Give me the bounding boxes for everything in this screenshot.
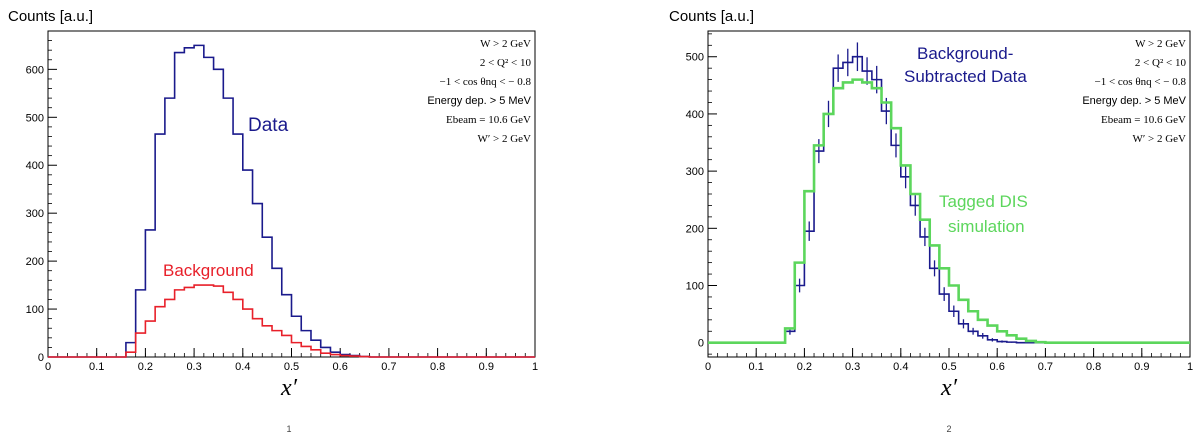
- panel1-y-tick-label: 0: [38, 352, 44, 364]
- panel1-x-tick-label: 0.6: [333, 361, 348, 373]
- panel2-cuts-box: W > 2 GeV 2 < Q² < 10 −1 < cos θnq < − 0…: [1082, 38, 1186, 145]
- panel2-data-label-line2: Subtracted Data: [904, 67, 1027, 86]
- panel2-x-tick-label: 0.8: [1086, 361, 1101, 373]
- panel2-cut-wprime: W′ > 2 GeV: [1132, 133, 1186, 145]
- panel2-series-tagged-dis-simulation-line: [708, 78, 1190, 345]
- panel1-y-axis-label: Counts [a.u.]: [8, 8, 93, 25]
- panel2-page-number: 2: [946, 424, 951, 434]
- panel2-y-tick-label: 0: [698, 338, 704, 350]
- panel2-x-tick-label: 0.6: [990, 361, 1005, 373]
- panel2-x-tick-label: 0.7: [1038, 361, 1053, 373]
- panel1-y-tick-label: 300: [26, 208, 44, 220]
- panel2-y-tick-label: 500: [686, 52, 704, 64]
- panel1-x-tick-label: 0: [45, 361, 51, 373]
- panel2-x-tick-label: 0.2: [797, 361, 812, 373]
- panel1-cuts-box: W > 2 GeV 2 < Q² < 10 −1 < cos θnq < − 0…: [427, 38, 531, 145]
- panel2-cut-costheta: −1 < cos θnq < − 0.8: [1095, 76, 1187, 88]
- panel1-cut-w: W > 2 GeV: [480, 38, 531, 50]
- panel1-x-axis-label: x′: [280, 375, 298, 401]
- panel2-x-tick-label: 1: [1187, 361, 1193, 373]
- panel1-cut-energy: Energy dep. > 5 MeV: [427, 95, 531, 107]
- panel1-x-tick-label: 0.2: [138, 361, 153, 373]
- panel1-cut-q2: 2 < Q² < 10: [480, 57, 532, 69]
- panel2-x-tick-label: 0.9: [1134, 361, 1149, 373]
- panel2-y-tick-label: 400: [686, 109, 704, 121]
- panel2-cut-q2: 2 < Q² < 10: [1135, 57, 1187, 69]
- panel2-y-tick-label: 200: [686, 223, 704, 235]
- panel2-y-tick-label: 100: [686, 281, 704, 293]
- panel2-data-label-line1: Background-: [917, 44, 1013, 63]
- plot-layer: 0 0.1 0.2 0.3 0.4 0.5 0.6 0.7 0.8 0.9 101002003004…: [26, 30, 1193, 373]
- panel1-x-tick-label: 0.4: [235, 361, 250, 373]
- panel1-x-tick-label: 1: [532, 361, 538, 373]
- panel2-x-tick-label: 0.5: [941, 361, 956, 373]
- panel2-x-tick-label: 0.1: [749, 361, 764, 373]
- panel2-sim-label-line1: Tagged DIS: [939, 192, 1028, 211]
- panel2-sim-label-line2: simulation: [948, 217, 1025, 236]
- panel2-cut-ebeam: Ebeam = 10.6 GeV: [1101, 114, 1186, 126]
- panel1-series-data-line: [48, 44, 535, 358]
- panel1-x-tick-label: 0.9: [479, 361, 494, 373]
- panel1-cut-wprime: W′ > 2 GeV: [477, 133, 531, 145]
- panel1-y-tick-label: 500: [26, 112, 44, 124]
- panel1-x-tick-label: 0.8: [430, 361, 445, 373]
- panel1-data-label: Data: [248, 115, 289, 136]
- panel1-y-tick-label: 100: [26, 304, 44, 316]
- panel1-page-number: 1: [286, 424, 291, 434]
- panel2-x-tick-label: 0.3: [845, 361, 860, 373]
- panel2-cut-w: W > 2 GeV: [1135, 38, 1186, 50]
- panel1-x-tick-label: 0.3: [186, 361, 201, 373]
- panel2-x-tick-label: 0: [705, 361, 711, 373]
- panel1-x-tick-label: 0.1: [89, 361, 104, 373]
- panel1-y-tick-label: 600: [26, 64, 44, 76]
- panel1-y-tick-label: 400: [26, 160, 44, 172]
- panel2-y-tick-label: 300: [686, 166, 704, 178]
- panel2-y-axis-label: Counts [a.u.]: [669, 8, 754, 25]
- panel1-series-background-line: [48, 284, 535, 358]
- panel2-x-axis-label: x′: [940, 375, 958, 401]
- panel1-x-tick-label: 0.7: [381, 361, 396, 373]
- panel1-background-label: Background: [163, 261, 254, 280]
- panel1-cut-costheta: −1 < cos θnq < − 0.8: [440, 76, 532, 88]
- panel1-x-tick-label: 0.5: [284, 361, 299, 373]
- panel1-y-tick-label: 200: [26, 256, 44, 268]
- panel2-x-tick-label: 0.4: [893, 361, 908, 373]
- panel1-cut-ebeam: Ebeam = 10.6 GeV: [446, 114, 531, 126]
- panel2-cut-energy: Energy dep. > 5 MeV: [1082, 95, 1186, 107]
